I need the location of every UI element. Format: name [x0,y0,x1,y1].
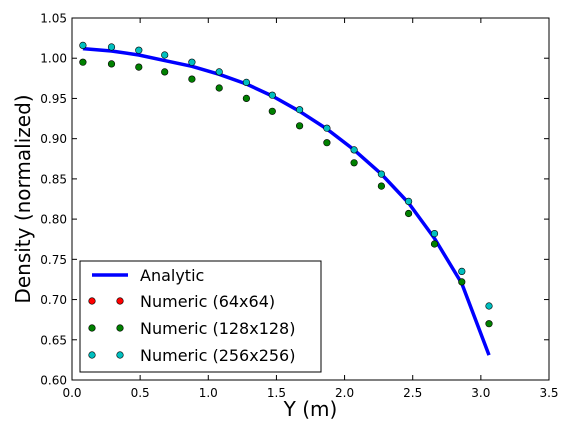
data-point-series-3 [405,197,413,205]
x-tick-label: 3.5 [539,386,558,400]
y-tick-label: 0.75 [40,253,67,267]
data-layer [79,41,493,356]
x-axis-label: Y (m) [283,397,338,421]
y-tick-label: 1.05 [40,12,67,26]
data-point-series-3 [107,43,116,51]
data-point-series-3 [430,230,439,238]
x-tick-label: 3.0 [471,386,490,400]
data-point-series-3 [323,124,331,132]
data-point-series-3 [485,302,493,310]
data-point-series-2 [405,209,413,218]
y-tick-label: 0.95 [40,92,67,106]
data-point-series-2 [215,84,223,92]
data-point-series-2 [107,60,116,68]
data-point-series-2 [188,75,196,83]
data-point-series-3 [79,41,87,50]
y-tick-label: 0.65 [40,333,67,347]
legend-swatch-marker [116,351,124,359]
legend-swatch-marker [88,297,96,305]
legend-swatch-marker [88,324,96,332]
y-tick-label: 1.00 [40,52,67,66]
legend-label: Numeric (128x128) [140,319,295,338]
y-axis-label: Density (normalized) [11,94,35,303]
series-line-analytic [82,46,491,356]
y-tick-label: 0.60 [40,374,67,388]
legend: Analytic Numeric (64x64) Numeric (128x128)… [79,260,322,373]
data-point-series-2 [135,63,143,71]
data-point-series-2 [430,240,439,248]
legend-label: Numeric (64x64) [140,292,275,311]
y-tick-label: 0.85 [40,172,67,186]
data-point-series-2 [350,159,358,167]
data-point-series-3 [296,106,304,114]
data-point-series-2 [323,139,331,147]
data-point-series-3 [350,146,358,154]
data-point-series-3 [188,58,196,66]
legend-label: Numeric (256x256) [140,346,295,365]
data-point-series-2 [296,122,304,130]
data-point-series-2 [268,107,276,115]
x-tick-label: 2.0 [335,386,354,400]
legend-label: Analytic [140,266,204,285]
legend-swatch-marker [116,324,124,332]
y-tick-label: 0.70 [40,293,67,307]
x-tick-label: 1.5 [267,386,286,400]
y-tick-label: 0.80 [40,213,67,227]
legend-entries: Analytic Numeric (64x64) Numeric (128x128)… [88,266,295,365]
data-point-series-2 [458,278,466,286]
x-tick-label: 1.0 [199,386,218,400]
data-point-series-2 [79,58,87,66]
data-point-series-2 [242,94,250,102]
data-point-series-2 [377,182,386,190]
ticks-layer: 0.0 0.5 1.0 1.5 2.0 2.5 3.0 3.5 0.60 0.65 0.70 0.75… [40,12,558,401]
data-point-series-3 [268,91,276,99]
data-point-series-3 [377,170,386,178]
legend-swatch-marker [88,351,96,359]
y-tick-label: 0.90 [40,132,67,146]
data-point-series-3 [135,46,143,54]
data-point-series-3 [215,68,223,76]
plot-frame [71,17,550,381]
data-point-series-3 [161,51,169,59]
x-tick-label: 2.5 [403,386,422,400]
data-point-series-3 [458,267,466,276]
data-point-series-2 [161,68,169,76]
legend-swatch-marker [116,297,124,305]
x-tick-label: 0.5 [131,386,150,400]
data-point-series-2 [485,320,493,328]
data-point-series-3 [242,78,250,86]
x-tick-label: 0.0 [62,386,81,400]
